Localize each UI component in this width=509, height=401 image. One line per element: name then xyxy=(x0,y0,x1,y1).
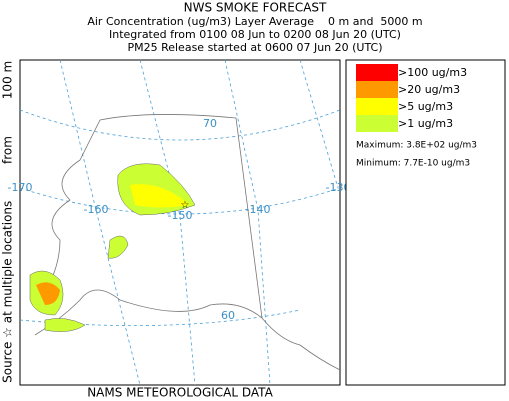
legend-maximum: Maximum: 3.8E+02 ug/m3 xyxy=(356,141,477,151)
longitude-label: -160 xyxy=(84,203,109,216)
legend-swatch xyxy=(356,98,398,115)
footer: NAMS METEOROLOGICAL DATA xyxy=(87,386,273,400)
legend-swatch xyxy=(356,115,398,132)
coastline xyxy=(34,114,263,336)
coastline xyxy=(261,317,341,371)
legend-label: >20 ug/m3 xyxy=(398,83,460,96)
legend: >100 ug/m3 >20 ug/m3 >5 ug/m3 >1 ug/m3 xyxy=(356,64,467,132)
side-label: at multiple locations xyxy=(1,201,15,324)
smoke-plume xyxy=(36,282,60,305)
longitude-label: -140 xyxy=(246,203,271,216)
side-label: from xyxy=(1,136,15,164)
graticule xyxy=(19,309,301,327)
legend-swatch xyxy=(356,64,398,81)
header-line: Air Concentration (ug/m3) Layer Average … xyxy=(87,15,422,28)
title: NWS SMOKE FORECAST xyxy=(184,1,327,15)
header-line: Integrated from 0100 08 Jun to 0200 08 J… xyxy=(109,28,401,41)
longitude-label: -150 xyxy=(168,209,193,222)
graticule xyxy=(19,187,341,215)
longitude-label: -170 xyxy=(8,181,33,194)
header-line: PM25 Release started at 0600 07 Jun 20 (… xyxy=(127,41,382,54)
side-label: 100 m xyxy=(1,61,15,99)
latitude-label: 70 xyxy=(203,117,217,130)
map-frame xyxy=(19,59,341,386)
graticule xyxy=(224,59,271,386)
map: -170 -160 -150 -140 -130 70 60 ☆ xyxy=(8,59,351,386)
legend-label: >5 ug/m3 xyxy=(398,100,453,113)
legend-label: >1 ug/m3 xyxy=(398,117,453,130)
side-label: Source ☆ xyxy=(1,327,15,383)
smoke-plume xyxy=(107,235,129,259)
legend-swatch xyxy=(356,81,398,98)
smoke-plume xyxy=(44,318,86,332)
longitude-label: -130 xyxy=(326,181,351,194)
legend-label: >100 ug/m3 xyxy=(398,66,467,79)
graticule xyxy=(299,59,339,189)
smoke-plume xyxy=(130,184,190,208)
legend-minimum: Minimum: 7.7E-10 ug/m3 xyxy=(356,159,470,169)
latitude-label: 60 xyxy=(221,309,235,322)
graticule xyxy=(19,109,341,141)
source-marker: ☆ xyxy=(181,200,190,211)
